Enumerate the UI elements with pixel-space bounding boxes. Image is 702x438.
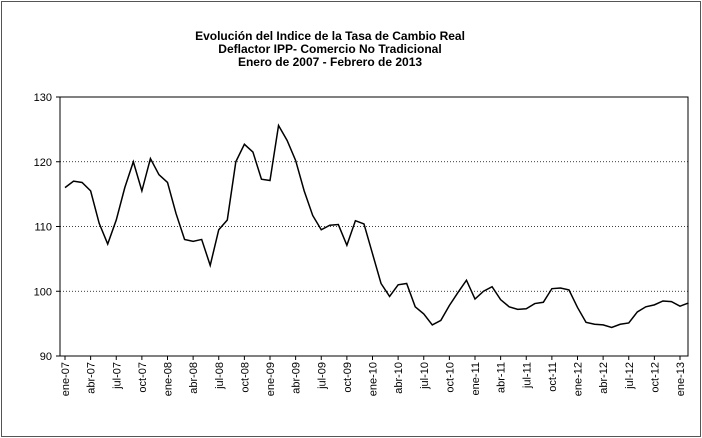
y-tick-label: 100: [34, 286, 52, 298]
x-tick-label: jul-11: [521, 362, 533, 389]
x-tick-label: jul-07: [111, 362, 123, 390]
x-tick-label: jul-10: [419, 362, 431, 390]
x-tick-label: jul-09: [316, 362, 328, 390]
x-tick-label: ene-10: [368, 362, 380, 396]
x-tick-label: oct-11: [547, 362, 559, 392]
x-tick-label: abr-12: [598, 362, 610, 394]
x-tick-label: abr-07: [86, 362, 98, 394]
y-tick-label: 90: [40, 351, 52, 363]
x-tick-label: ene-09: [265, 362, 277, 396]
x-tick-label: ene-08: [163, 362, 175, 396]
x-tick-label: jul-08: [214, 362, 226, 390]
chart-title: Deflactor IPP- Comercio No Tradicional: [218, 42, 441, 56]
chart-title: Evolución del Indice de la Tasa de Cambi…: [195, 29, 465, 43]
x-tick-label: jul-12: [624, 362, 636, 390]
x-tick-label: ene-07: [60, 362, 72, 396]
x-tick-label: oct-10: [444, 362, 456, 393]
x-tick-label: ene-12: [573, 362, 585, 396]
chart-title: Enero de 2007 - Febrero de 2013: [238, 55, 422, 69]
x-tick-label: oct-08: [239, 362, 251, 393]
plot-border: [59, 96, 689, 357]
x-tick-label: abr-08: [188, 362, 200, 394]
x-tick-label: ene-11: [470, 362, 482, 395]
x-tick-label: oct-12: [649, 362, 661, 393]
y-tick-label: 110: [34, 222, 52, 234]
x-tick-label: oct-09: [342, 362, 354, 393]
y-tick-label: 130: [34, 92, 52, 104]
x-tick-label: ene-13: [675, 362, 687, 396]
data-line: [64, 123, 689, 329]
x-tick-label: abr-11: [496, 362, 508, 393]
x-tick-label: abr-10: [393, 362, 405, 394]
x-tick-label: oct-07: [137, 362, 149, 393]
x-tick-label: abr-09: [291, 362, 303, 394]
y-tick-label: 120: [34, 157, 52, 169]
